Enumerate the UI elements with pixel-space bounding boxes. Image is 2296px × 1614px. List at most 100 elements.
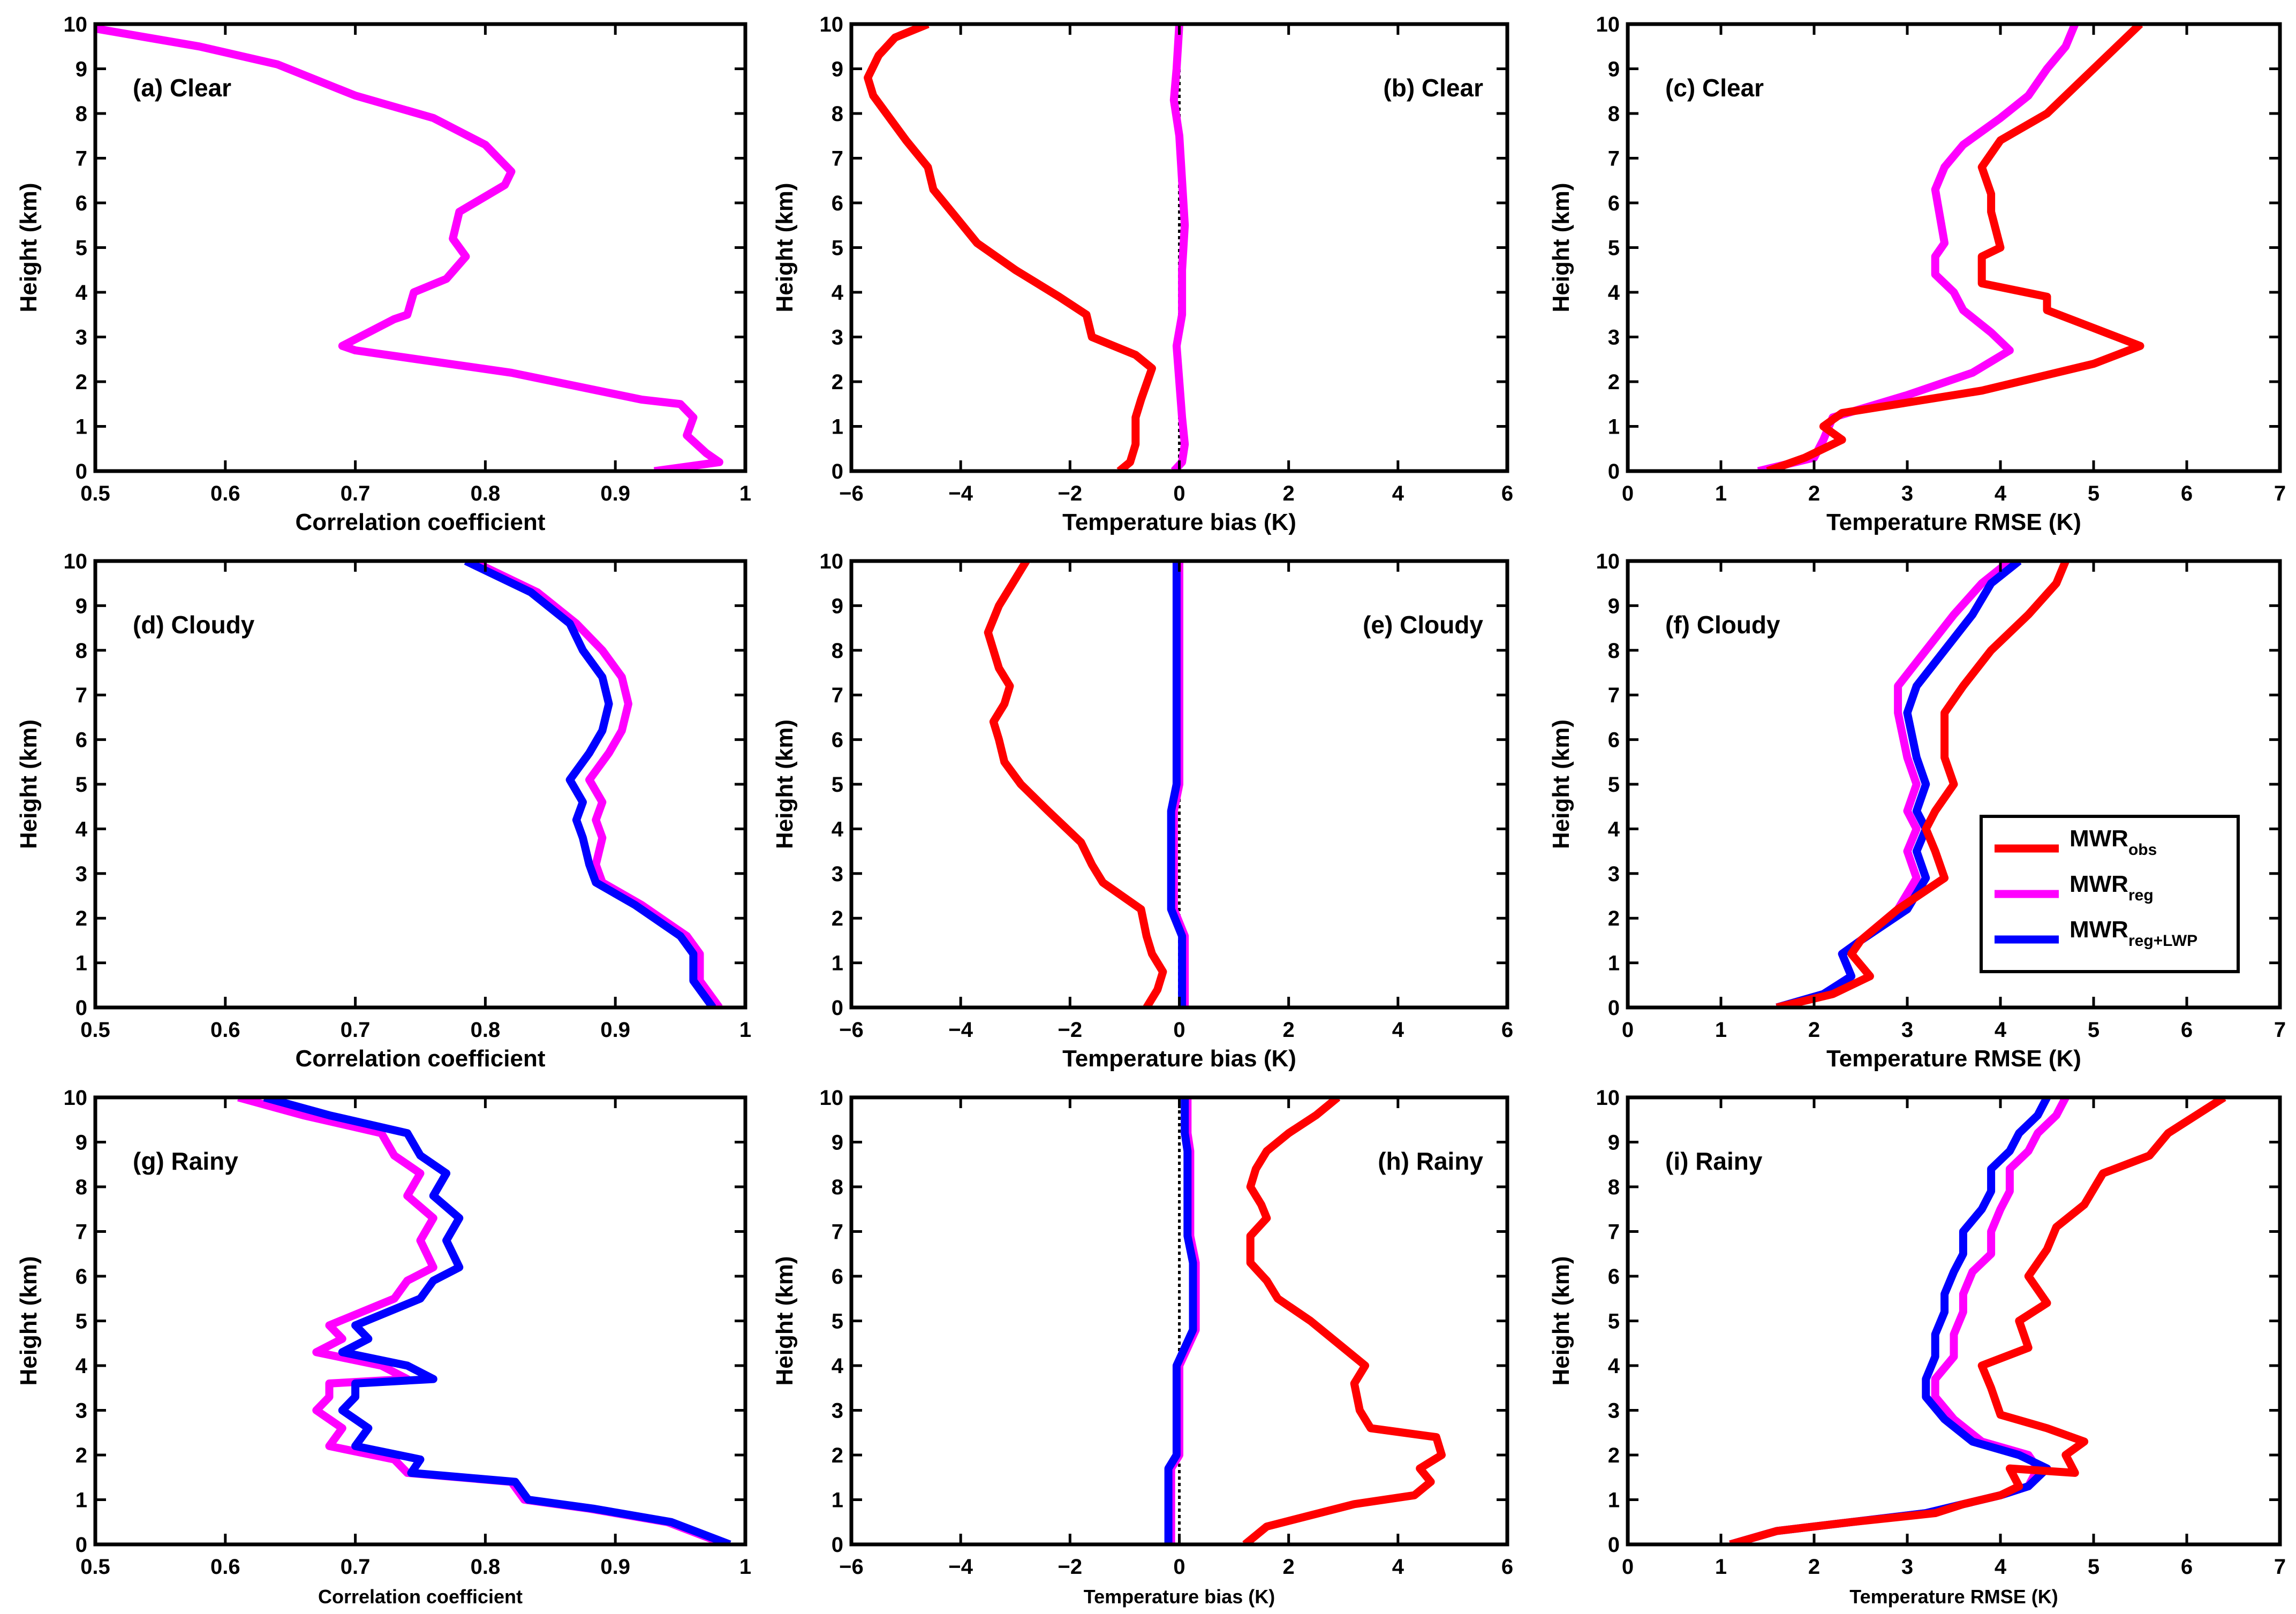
x-tick-label: 3 bbox=[1901, 1555, 1913, 1579]
x-tick-label: 5 bbox=[2088, 1555, 2099, 1579]
y-tick-label: 9 bbox=[832, 58, 843, 81]
x-tick-label: −6 bbox=[839, 1018, 864, 1042]
series-line-mwr-obs bbox=[1766, 24, 2144, 471]
x-tick-label: −2 bbox=[1058, 482, 1083, 505]
y-tick-label: 6 bbox=[832, 192, 843, 215]
legend-entry-subscript: reg bbox=[2128, 886, 2154, 904]
y-tick-label: 8 bbox=[1608, 639, 1620, 663]
y-tick-label: 7 bbox=[832, 1221, 843, 1244]
y-tick-label: 3 bbox=[75, 862, 87, 886]
y-tick-label: 1 bbox=[832, 415, 843, 439]
y-tick-label: 2 bbox=[1608, 907, 1620, 930]
x-tick-label: 4 bbox=[1392, 1555, 1404, 1579]
x-axis-label: Correlation coefficient bbox=[296, 1045, 546, 1072]
x-tick-label: −4 bbox=[948, 1555, 973, 1579]
panel-label: (i) Rainy bbox=[1665, 1147, 1763, 1175]
x-tick-label: 0.8 bbox=[471, 1018, 501, 1042]
x-tick-label: −6 bbox=[839, 1555, 864, 1579]
chart-panel: 0.5 0.6 0.7 0.8 0.9 1012345678910Correlation … bbox=[16, 550, 751, 1072]
y-tick-label: 1 bbox=[1608, 952, 1620, 975]
y-tick-label: 9 bbox=[1608, 58, 1620, 81]
y-tick-label: 1 bbox=[832, 1489, 843, 1512]
y-tick-label: 0 bbox=[1608, 460, 1620, 483]
x-tick-label: 5 bbox=[2088, 1018, 2099, 1042]
y-tick-label: 2 bbox=[832, 907, 843, 930]
series-line-mwr-reg-lwp bbox=[1776, 561, 2022, 1007]
x-axis-label: Correlation coefficient bbox=[318, 1586, 523, 1608]
y-tick-label: 2 bbox=[832, 1444, 843, 1467]
x-tick-label: 0.9 bbox=[600, 1555, 630, 1579]
x-tick-label: 6 bbox=[1501, 1555, 1513, 1579]
x-tick-label: 6 bbox=[2181, 1555, 2193, 1579]
y-axis-label: Height (km) bbox=[772, 719, 798, 849]
y-tick-label: 8 bbox=[75, 102, 87, 126]
y-tick-label: 6 bbox=[75, 729, 87, 752]
legend-entry-subscript: reg+LWP bbox=[2128, 932, 2197, 950]
y-tick-label: 7 bbox=[1608, 684, 1620, 707]
x-tick-label: 3 bbox=[1901, 1018, 1913, 1042]
x-tick-label: 0.8 bbox=[471, 1555, 501, 1579]
y-tick-label: 10 bbox=[64, 1086, 88, 1110]
x-tick-label: 2 bbox=[1808, 1018, 1820, 1042]
legend-entry-base: MWR bbox=[2070, 871, 2128, 897]
x-tick-label: 4 bbox=[1392, 1018, 1404, 1042]
x-tick-label: 0 bbox=[1622, 1555, 1634, 1579]
y-tick-label: 3 bbox=[832, 326, 843, 350]
series-line-mwr-reg bbox=[470, 561, 723, 1007]
y-tick-label: 9 bbox=[75, 1131, 87, 1155]
y-tick-label: 4 bbox=[75, 817, 88, 841]
x-tick-label: 5 bbox=[2088, 482, 2099, 505]
y-tick-label: 8 bbox=[75, 1176, 87, 1199]
y-tick-label: 9 bbox=[832, 1131, 843, 1155]
x-tick-label: 1 bbox=[739, 1555, 751, 1579]
y-tick-label: 7 bbox=[75, 684, 87, 707]
y-tick-label: 0 bbox=[75, 1533, 87, 1557]
y-tick-label: 2 bbox=[75, 1444, 87, 1467]
x-tick-label: 2 bbox=[1808, 1555, 1820, 1579]
y-tick-label: 7 bbox=[1608, 147, 1620, 171]
y-tick-label: 0 bbox=[832, 996, 843, 1020]
y-tick-label: 9 bbox=[1608, 1131, 1620, 1155]
x-tick-label: 0.7 bbox=[341, 482, 371, 505]
chart-panel: 0 1 2 3 4 5 6 7 0 1 2 3 4 5 6 7 8 9 10 Temperature RMSE (K)… bbox=[1548, 550, 2286, 1072]
y-tick-label: 3 bbox=[1608, 326, 1620, 350]
series-line-mwr-obs bbox=[1242, 1097, 1446, 1544]
y-tick-label: 8 bbox=[832, 102, 843, 126]
x-tick-label: 6 bbox=[2181, 1018, 2193, 1042]
y-tick-label: 8 bbox=[75, 639, 87, 663]
chart-panel: −6 −4 −2 0 2 4 6 0 1 2 3 4 5 6 7 8 9 10 Temperature bias (… bbox=[772, 1086, 1513, 1608]
y-tick-label: 3 bbox=[1608, 1399, 1620, 1423]
x-tick-label: −2 bbox=[1058, 1555, 1083, 1579]
y-tick-label: 6 bbox=[1608, 729, 1620, 752]
series-line-mwr-reg-lwp bbox=[263, 1097, 731, 1544]
y-tick-label: 5 bbox=[75, 1310, 87, 1333]
x-tick-label: 3 bbox=[1901, 482, 1913, 505]
y-tick-label: 10 bbox=[1596, 550, 1620, 573]
x-tick-label: −4 bbox=[948, 482, 973, 505]
x-tick-label: 4 bbox=[1995, 482, 2007, 505]
series-line-mwr-obs bbox=[1729, 1097, 2226, 1544]
x-tick-label: 7 bbox=[2274, 1555, 2286, 1579]
y-tick-label: 4 bbox=[1608, 817, 1620, 841]
x-tick-label: 4 bbox=[1995, 1018, 2007, 1042]
y-tick-label: 3 bbox=[832, 1399, 843, 1423]
legend-entry-label: MWRreg+LWP bbox=[2070, 916, 2197, 950]
x-tick-label: 6 bbox=[1501, 482, 1513, 505]
y-tick-label: 8 bbox=[1608, 1176, 1620, 1199]
y-tick-label: 10 bbox=[64, 13, 88, 36]
y-tick-label: 5 bbox=[1608, 237, 1620, 260]
y-tick-label: 2 bbox=[75, 370, 87, 394]
x-tick-label: 6 bbox=[1501, 1018, 1513, 1042]
panel-label: (h) Rainy bbox=[1378, 1147, 1483, 1175]
y-tick-label: 1 bbox=[1608, 1489, 1620, 1512]
chart-panel: −6 −4 −2 0 2 4 6 0 1 2 3 4 5 6 7 8 9 10 Temperature bias (… bbox=[772, 550, 1513, 1072]
x-tick-label: 0 bbox=[1622, 1018, 1634, 1042]
x-axis-label: Temperature RMSE (K) bbox=[1849, 1586, 2058, 1608]
y-tick-label: 9 bbox=[75, 58, 87, 81]
y-tick-label: 6 bbox=[1608, 1265, 1620, 1289]
x-tick-label: −6 bbox=[839, 482, 864, 505]
series-line-mwr-reg bbox=[95, 25, 723, 471]
legend-entry-label: MWRreg bbox=[2070, 871, 2154, 904]
